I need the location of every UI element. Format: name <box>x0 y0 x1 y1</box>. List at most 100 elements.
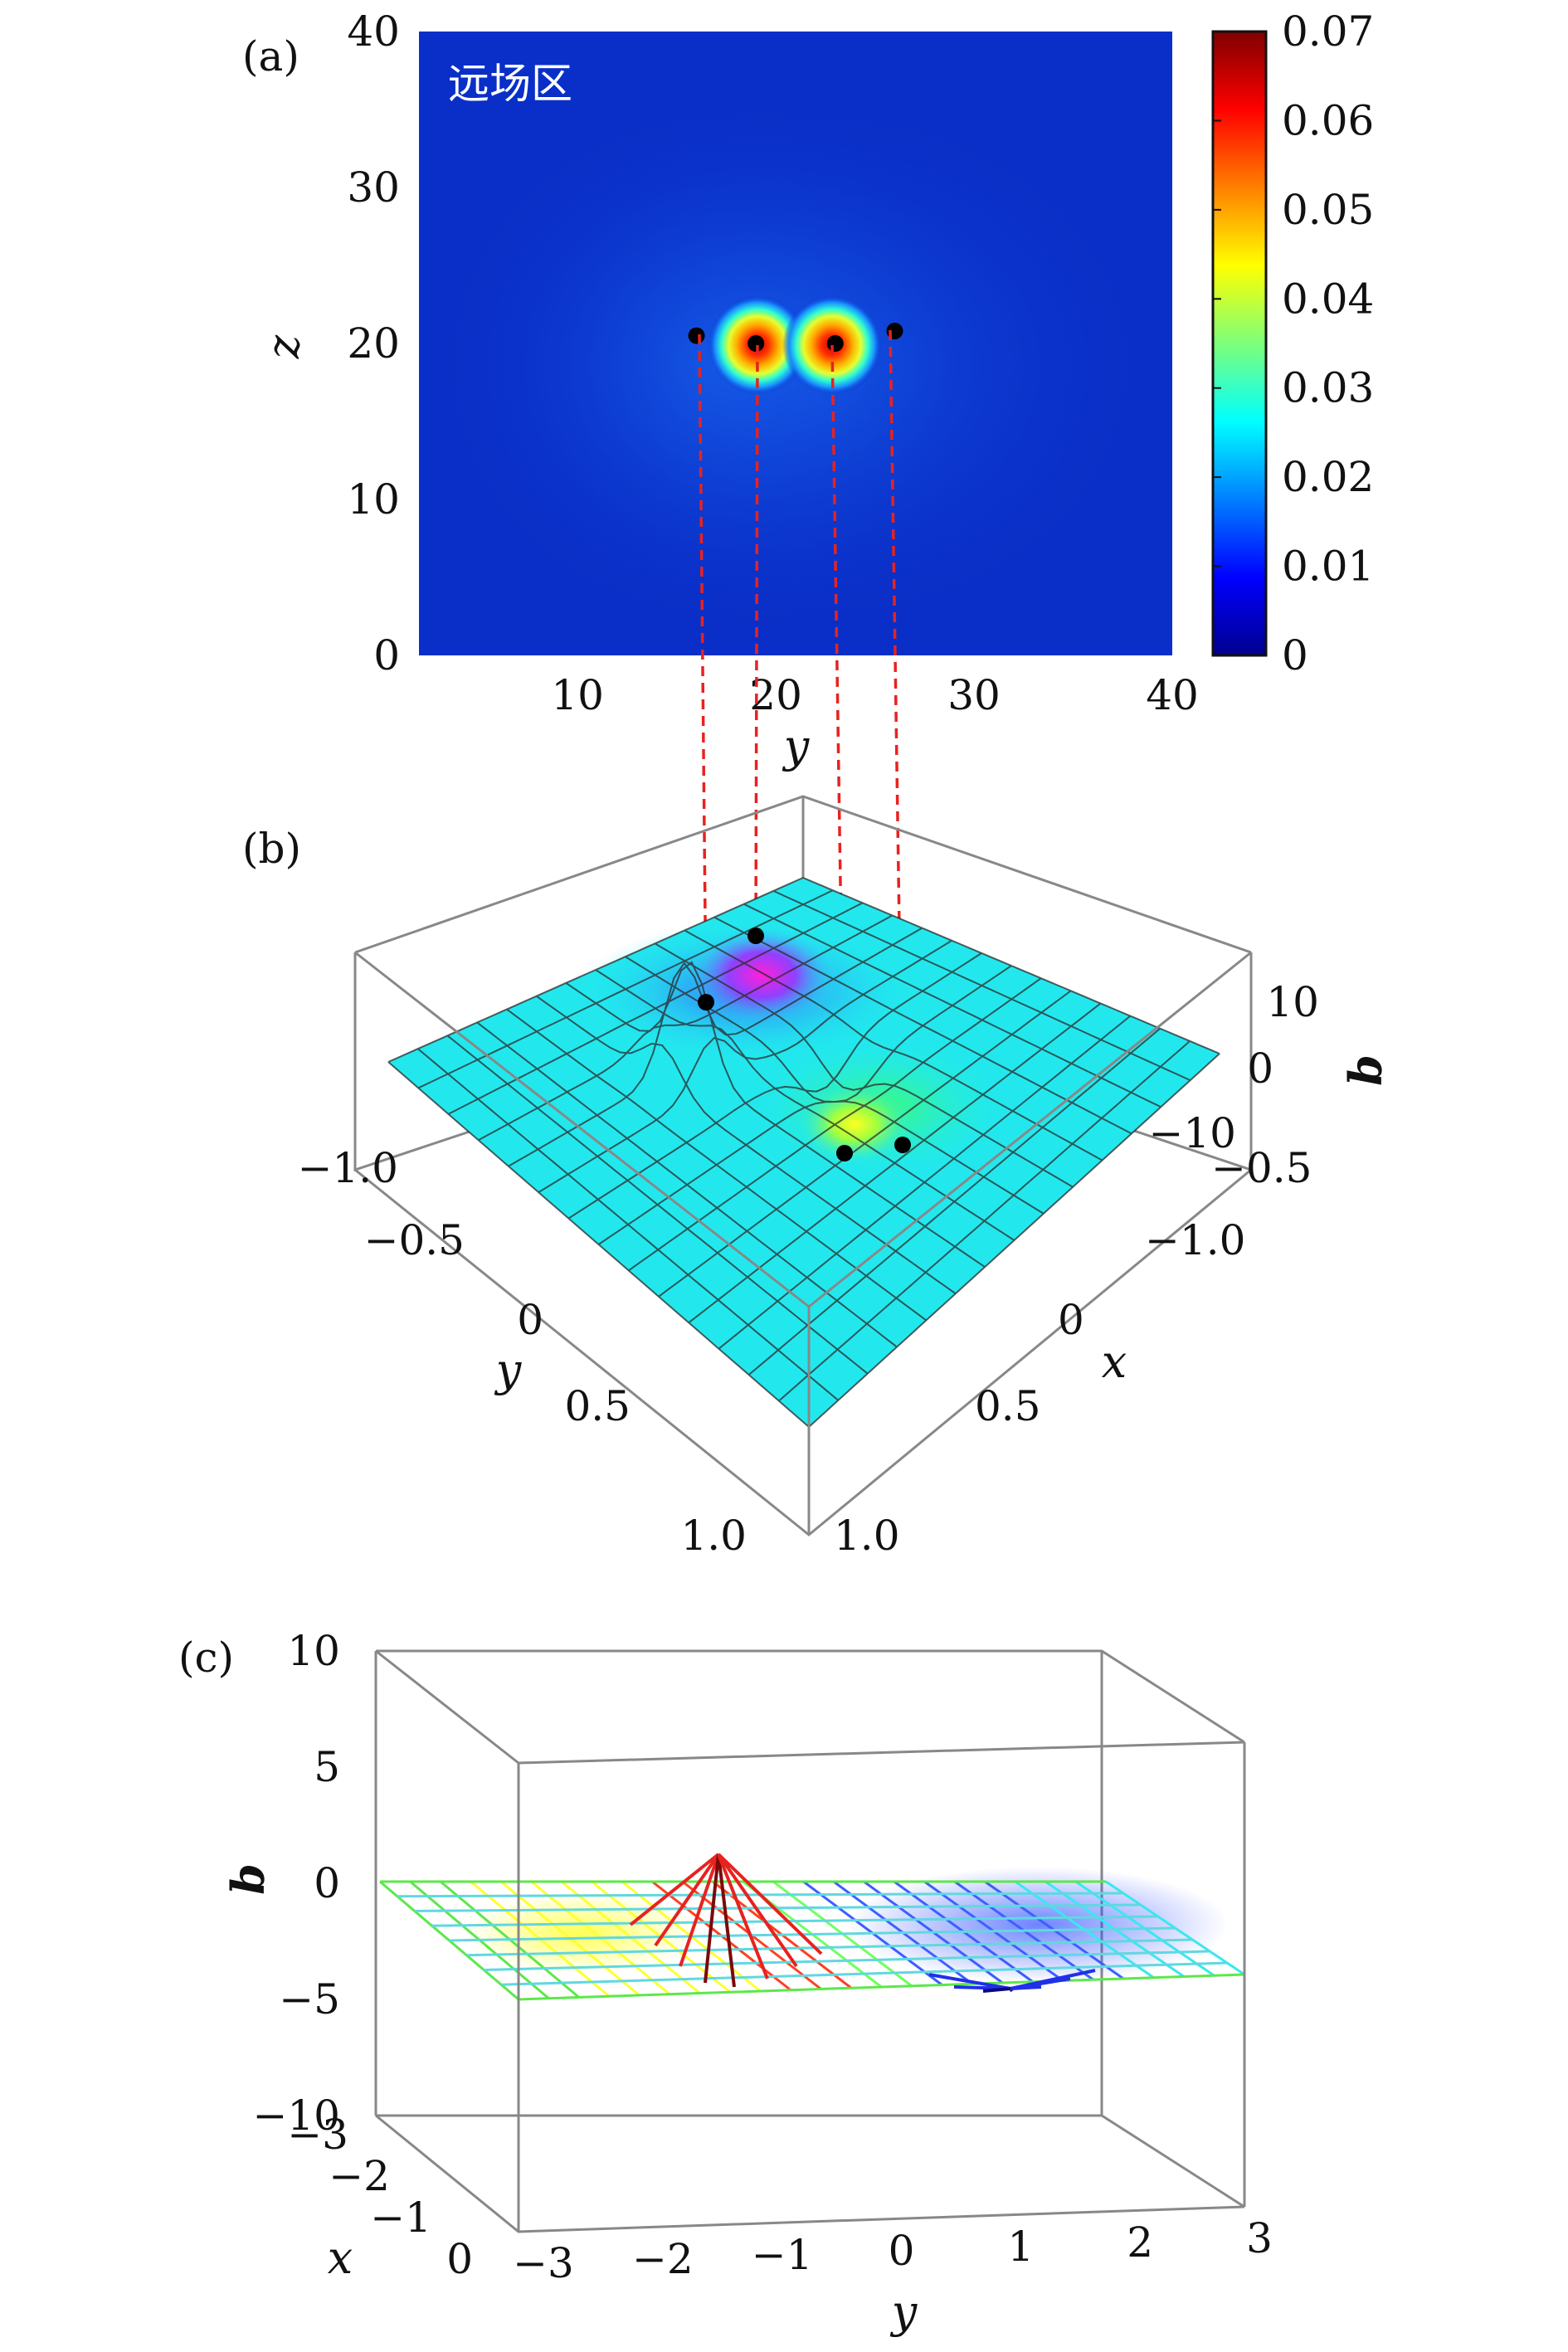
colorbar-tick-label: 0.02 <box>1282 453 1374 501</box>
heatmap-x-tick-label: 30 <box>947 671 1001 719</box>
surface-b-grid-line <box>747 1027 1161 1376</box>
heatmap-y-tick-label: 30 <box>347 163 400 212</box>
surface-b-grid-line <box>628 977 1042 1272</box>
surface-c-trough-line <box>982 1987 1011 1993</box>
surface-c-peak-line <box>704 1853 720 1984</box>
surface-b-grid-line <box>688 1002 1102 1324</box>
surface-b-z-tick-label: −10 <box>1148 1109 1236 1157</box>
surface-c-y-tick-label: 1 <box>1007 2223 1034 2271</box>
surface-b-grid-line <box>808 1053 1220 1428</box>
surface-b-x-tick-label: 0.5 <box>975 1382 1041 1430</box>
box-b-front <box>354 951 1252 1536</box>
heatmap-y-axis-label: z <box>257 334 309 359</box>
surface-b-grid-line <box>654 942 1074 1188</box>
surface-c-grid-line <box>414 1903 1141 1912</box>
colorbar-ticks: 0 0.01 0.02 0.03 0.04 0.05 0.06 0.07 <box>1213 7 1374 679</box>
surface-b-x-tick-label: 0 <box>1058 1296 1084 1344</box>
surface-b-markers <box>698 928 911 1161</box>
surface-b-z-tick-label: 10 <box>1266 978 1319 1026</box>
heatmap-y-tick-label: 20 <box>347 319 400 368</box>
surface-b-grid-line <box>743 903 1161 1108</box>
surface-c-y-tick-label: 2 <box>1127 2218 1153 2267</box>
surface-c-grid-line <box>449 1926 1176 1942</box>
surface-b-y-tick-label: 1.0 <box>680 1512 747 1560</box>
surface-b-marker <box>836 1145 853 1161</box>
surface-c-x-axis-label: x <box>328 2232 353 2284</box>
guide-line-4 <box>889 329 904 1146</box>
surface-b-z-tick-label: 0 <box>1247 1045 1273 1093</box>
heatmap-x-ticks: 10 20 30 40 <box>551 322 1199 719</box>
surface-c-trough-line <box>1010 1969 1096 1990</box>
surface-c-x-tick-label: −2 <box>329 2152 390 2200</box>
surface-b-y-tick-label: 0.5 <box>564 1382 631 1430</box>
surface-c-z-tick-label: 0 <box>314 1859 340 1907</box>
box-c-front <box>375 1741 1246 2233</box>
colorbar-tick-label: 0.04 <box>1282 275 1374 323</box>
surface-c-x-tick-label: −3 <box>287 2111 348 2159</box>
heatmap-marked-point <box>826 335 844 352</box>
surface-b-y-tick-label: 0 <box>517 1296 543 1344</box>
surface-c-y-tick-label: −1 <box>752 2231 813 2279</box>
colorbar-tick-label: 0.01 <box>1282 543 1374 591</box>
colorbar-tick-label: 0 <box>1282 631 1308 679</box>
surface-c-y-tick-label: −2 <box>632 2235 694 2283</box>
panel-a: (a) 远场区 10 20 30 40 0 10 20 30 40 y z 0 0.01 0.02… <box>242 7 1374 772</box>
surface-c-grid-line <box>466 1938 1193 1957</box>
surface-c-x-tick-label: 0 <box>446 2235 473 2283</box>
heatmap-x-tick-label: 20 <box>749 671 802 719</box>
surface-b-grid-line <box>718 1015 1132 1350</box>
surface-b-grid-line <box>597 965 1012 1245</box>
surface-b-marker <box>698 994 714 1010</box>
surface-c-peak-line <box>629 1853 720 1926</box>
surface-c-grid-line <box>431 1915 1158 1927</box>
surface-c-z-tick-label: −10 <box>252 2091 340 2140</box>
colorbar-tick-label: 0.05 <box>1282 186 1374 234</box>
surface-c-z-axis-label: b <box>222 1863 275 1895</box>
surface-b-trough <box>796 1084 913 1164</box>
surface-b-x-tick-label: −1.0 <box>1145 1216 1245 1264</box>
heatmap-y-tick-label: 0 <box>373 631 400 679</box>
heatmap-x-tick-label: 40 <box>1146 671 1199 719</box>
heatmap-y-tick-label: 10 <box>347 475 400 523</box>
surface-c-trough-line <box>928 1973 1011 1990</box>
heatmap-y-tick-label: 40 <box>347 7 400 56</box>
surface-b-y-tick-label: −1.0 <box>298 1144 398 1192</box>
surface-c-y-ticks: −3 −2 −1 0 1 2 3 <box>513 2214 1273 2287</box>
surface-b-grid-line <box>658 990 1072 1298</box>
colorbar-tick-label: 0.06 <box>1282 96 1374 144</box>
heatmap-x-tick-label: 10 <box>551 671 604 719</box>
surface-c-peak-line <box>717 1853 823 1955</box>
surface-c-y-tick-label: 0 <box>889 2227 915 2275</box>
heatmap-y-ticks: 0 10 20 30 40 <box>347 7 400 679</box>
surface-b-x-ticks: −0.5 −1.0 0 0.5 1.0 <box>834 1144 1312 1560</box>
surface-c-grid-line <box>501 1961 1228 1986</box>
surface-b-x-tick-label: 1.0 <box>834 1512 900 1560</box>
surface-b-z-ticks: 10 0−10 <box>1148 978 1319 1157</box>
colorbar-tick-label: 0.07 <box>1282 7 1374 56</box>
surface-c-x-tick-label: −1 <box>370 2194 431 2242</box>
surface-c-peak-line <box>654 1853 720 1947</box>
surface-b-grid-line <box>772 889 1191 1082</box>
heatmap-marked-point <box>747 335 765 352</box>
heatmap-x-axis-label: y <box>782 720 811 772</box>
panel-a-label: (a) <box>242 32 299 80</box>
surface-c-peak-line <box>679 1853 720 1967</box>
surface-c-y-tick-label: 3 <box>1246 2214 1273 2262</box>
surface-c-y-axis-label: y <box>890 2286 918 2338</box>
surface-b-y-tick-label: −0.5 <box>364 1216 465 1264</box>
surface-b-grid-line <box>778 1040 1191 1402</box>
heatmap-marked-point <box>688 327 705 344</box>
surface-b-y-axis-label: y <box>494 1344 523 1396</box>
surface-b-z-axis-label: b <box>1339 1054 1392 1086</box>
surface-b-marker <box>747 928 764 944</box>
colorbar-tick-label: 0.03 <box>1282 364 1374 412</box>
surface-c-z-tick-label: −5 <box>279 1975 340 2023</box>
surface-b-x-axis-label: x <box>1102 1336 1127 1388</box>
surface-b-grid-line <box>802 877 1220 1054</box>
surface-c-y-tick-label: −3 <box>513 2239 574 2287</box>
surface-b-grid-line <box>713 916 1132 1135</box>
region-annotation: 远场区 <box>448 60 572 108</box>
panel-c-label: (c) <box>178 1634 234 1682</box>
surface-b-x-tick-label: −0.5 <box>1211 1144 1312 1192</box>
